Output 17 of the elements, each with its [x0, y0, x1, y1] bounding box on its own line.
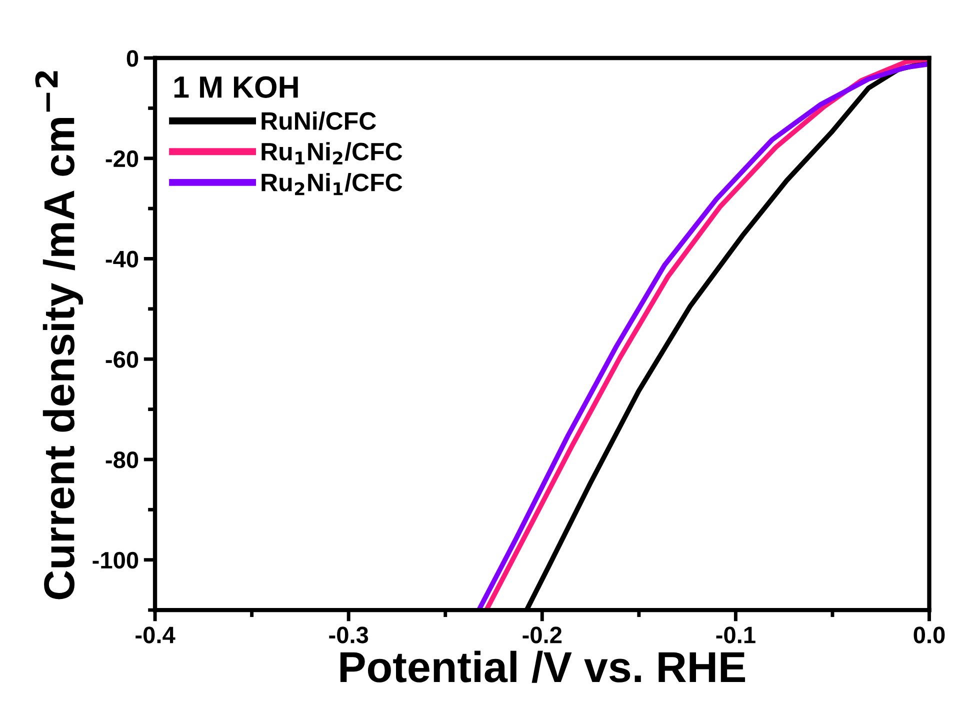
legend-title: 1 M KOH: [174, 76, 298, 98]
y-tick-label: -100: [92, 552, 138, 569]
y-tick-label: -20: [106, 150, 138, 168]
legend-label: Ru$_{2}$Ni$_{1}$/CFC: [262, 172, 402, 196]
legend-label: RuNi/CFC: [262, 111, 376, 130]
y-axis-title: Current density /mA cm$^{−2}$: [35, 71, 84, 600]
y-tick-label: -60: [106, 351, 138, 368]
y-tick-label: -40: [106, 250, 138, 268]
x-tick-label: -0.4: [136, 626, 176, 644]
x-tick-label: -0.3: [329, 626, 368, 644]
x-tick-label: -0.1: [716, 626, 756, 644]
x-tick-label: -0.2: [522, 626, 562, 644]
y-tick-label: 0: [126, 50, 138, 67]
x-tick-label: 0.0: [914, 626, 945, 644]
x-axis-title: Potential /V vs. RHE: [340, 650, 746, 683]
y-tick-label: -80: [106, 452, 138, 468]
legend-label: Ru$_{1}$Ni$_{2}$/CFC: [262, 142, 402, 164]
